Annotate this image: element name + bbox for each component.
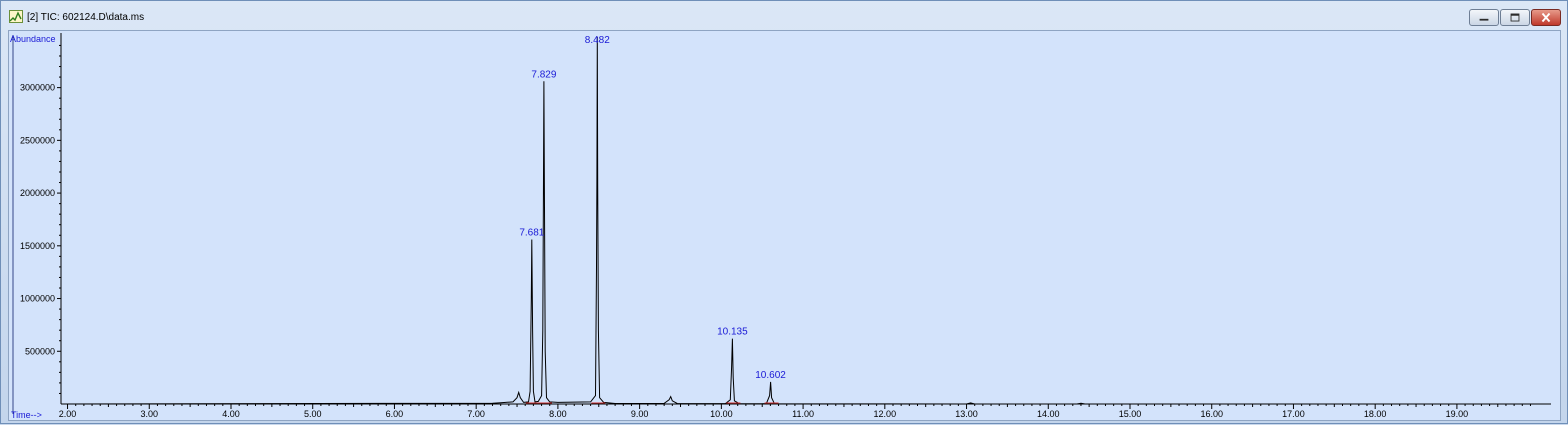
- minimize-button[interactable]: [1469, 9, 1499, 26]
- maximize-icon: [1510, 13, 1520, 22]
- close-button[interactable]: [1531, 9, 1561, 26]
- window-title: [2] TIC: 602124.D\data.ms: [27, 12, 145, 23]
- y-axis-label: Abundance: [10, 34, 56, 44]
- axes: 500000 1000000 1500000 2000000 2500000 300000…: [12, 33, 1551, 419]
- x-tick-label: 15.00: [1119, 409, 1142, 419]
- chromatogram-app-icon: [9, 10, 23, 23]
- title-bar[interactable]: [2] TIC: 602124.D\data.ms: [1, 1, 1567, 29]
- x-tick-label: 2.00: [59, 409, 77, 419]
- x-tick-label: 14.00: [1037, 409, 1060, 419]
- peak-label: 10.602: [755, 370, 786, 381]
- tic-trace: [60, 36, 1537, 405]
- x-axis-label: Time-->: [11, 410, 42, 420]
- y-tick-label: 500000: [25, 346, 55, 356]
- x-tick-label: 3.00: [141, 409, 159, 419]
- chromatogram-plot[interactable]: 500000 1000000 1500000 2000000 2500000 300000…: [8, 30, 1561, 421]
- x-tick-label: 9.00: [631, 409, 649, 419]
- minimize-icon: [1479, 18, 1489, 21]
- chromatogram-chart: 500000 1000000 1500000 2000000 2500000 300000…: [10, 33, 1551, 420]
- x-tick-label: 19.00: [1446, 409, 1469, 419]
- x-tick-label: 10.00: [710, 409, 733, 419]
- peak-labels: 7.681 7.829 8.482 10.135 10.602: [519, 35, 786, 404]
- trace-group: [60, 36, 1537, 405]
- y-tick-label: 2000000: [20, 188, 55, 198]
- y-tick-label: 1500000: [20, 241, 55, 251]
- x-tick-label: 5.00: [304, 409, 322, 419]
- x-tick-label: 7.00: [467, 409, 485, 419]
- x-tick-label: 4.00: [222, 409, 240, 419]
- x-tick-label: 17.00: [1282, 409, 1305, 419]
- x-tick-label: 13.00: [955, 409, 978, 419]
- x-tick-label: 6.00: [386, 409, 404, 419]
- close-icon: [1541, 12, 1551, 23]
- peak-label: 7.681: [519, 227, 544, 238]
- x-tick-label: 11.00: [792, 409, 814, 419]
- y-tick-label: 1000000: [20, 294, 55, 304]
- x-tick-label: 8.00: [549, 409, 567, 419]
- x-tick-label: 16.00: [1200, 409, 1223, 419]
- y-tick-label: 3000000: [20, 83, 55, 93]
- x-tick-label: 12.00: [874, 409, 897, 419]
- maximize-button[interactable]: [1500, 9, 1530, 26]
- peak-label: 8.482: [585, 35, 610, 46]
- peak-label: 10.135: [717, 327, 748, 338]
- y-tick-label: 2500000: [20, 135, 55, 145]
- x-tick-label: 18.00: [1364, 409, 1387, 419]
- peak-label: 7.829: [531, 69, 556, 80]
